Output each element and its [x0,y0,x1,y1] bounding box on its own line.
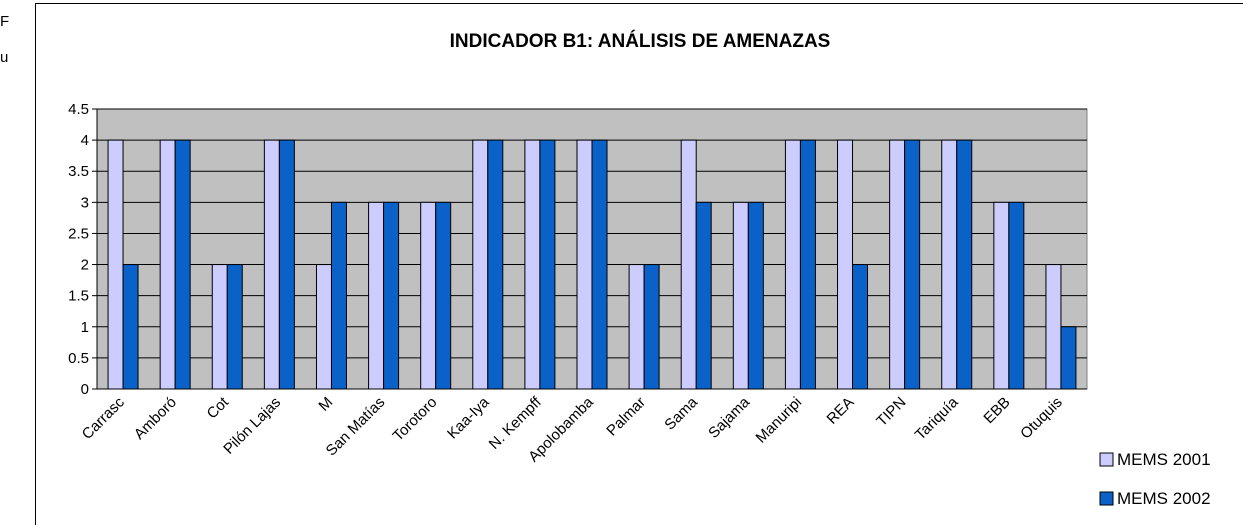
y-tick-label: 2.5 [68,225,89,242]
bar [993,201,1010,390]
bar [799,139,816,390]
bar [107,139,124,390]
bar [368,201,385,390]
bar [211,264,228,390]
y-tick-label: 2 [81,257,89,274]
chart-title: INDICADOR B1: ANÁLISIS DE AMENAZAS [450,30,831,52]
bar [784,139,801,390]
bar [383,201,400,390]
bar [643,264,660,390]
fragment: u [0,49,8,66]
bar [278,139,295,390]
y-tick-label: 4 [81,132,89,149]
y-tick-label: 0 [81,381,89,398]
bar [1008,201,1025,390]
bar [889,139,906,390]
legend-label: MEMS 2002 [1117,489,1211,508]
y-tick-label: 1.5 [68,288,89,305]
bar [472,139,489,390]
bar [122,264,139,390]
bar [524,139,541,390]
y-tick-label: 3.5 [68,163,89,180]
legend-label: MEMS 2001 [1117,450,1211,469]
y-tick-label: 3 [81,194,89,211]
bar [487,139,504,390]
bar [576,139,593,390]
bar [420,201,437,390]
y-tick-label: 4.5 [68,101,89,118]
bar [732,201,749,390]
bar [226,264,243,390]
bar [747,201,764,390]
bar [1060,326,1077,390]
bar [435,201,452,390]
bar [904,139,921,390]
legend-swatch [1099,452,1114,467]
bar [695,201,712,390]
bar [591,139,608,390]
fragment: F [0,13,9,30]
bar [315,264,332,390]
y-tick-label: 0.5 [68,350,89,367]
bar [174,139,191,390]
bar [837,139,854,390]
bar [159,139,176,390]
bar [852,264,869,390]
legend-swatch [1099,491,1114,506]
bar [628,264,645,390]
bar [680,139,697,390]
bar [1045,264,1062,390]
bar [263,139,280,390]
bar [956,139,973,390]
bar [539,139,556,390]
bar [330,201,347,390]
bar [941,139,958,390]
y-tick-label: 1 [81,319,89,336]
